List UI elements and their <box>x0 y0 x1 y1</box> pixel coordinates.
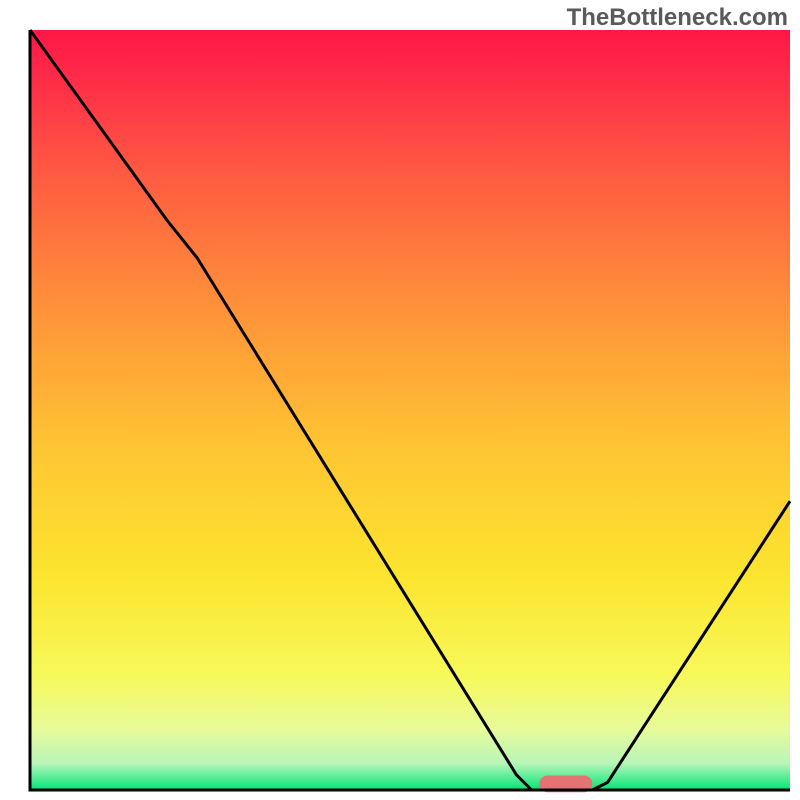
watermark-text: TheBottleneck.com <box>567 4 788 32</box>
bottleneck-chart <box>0 0 800 800</box>
